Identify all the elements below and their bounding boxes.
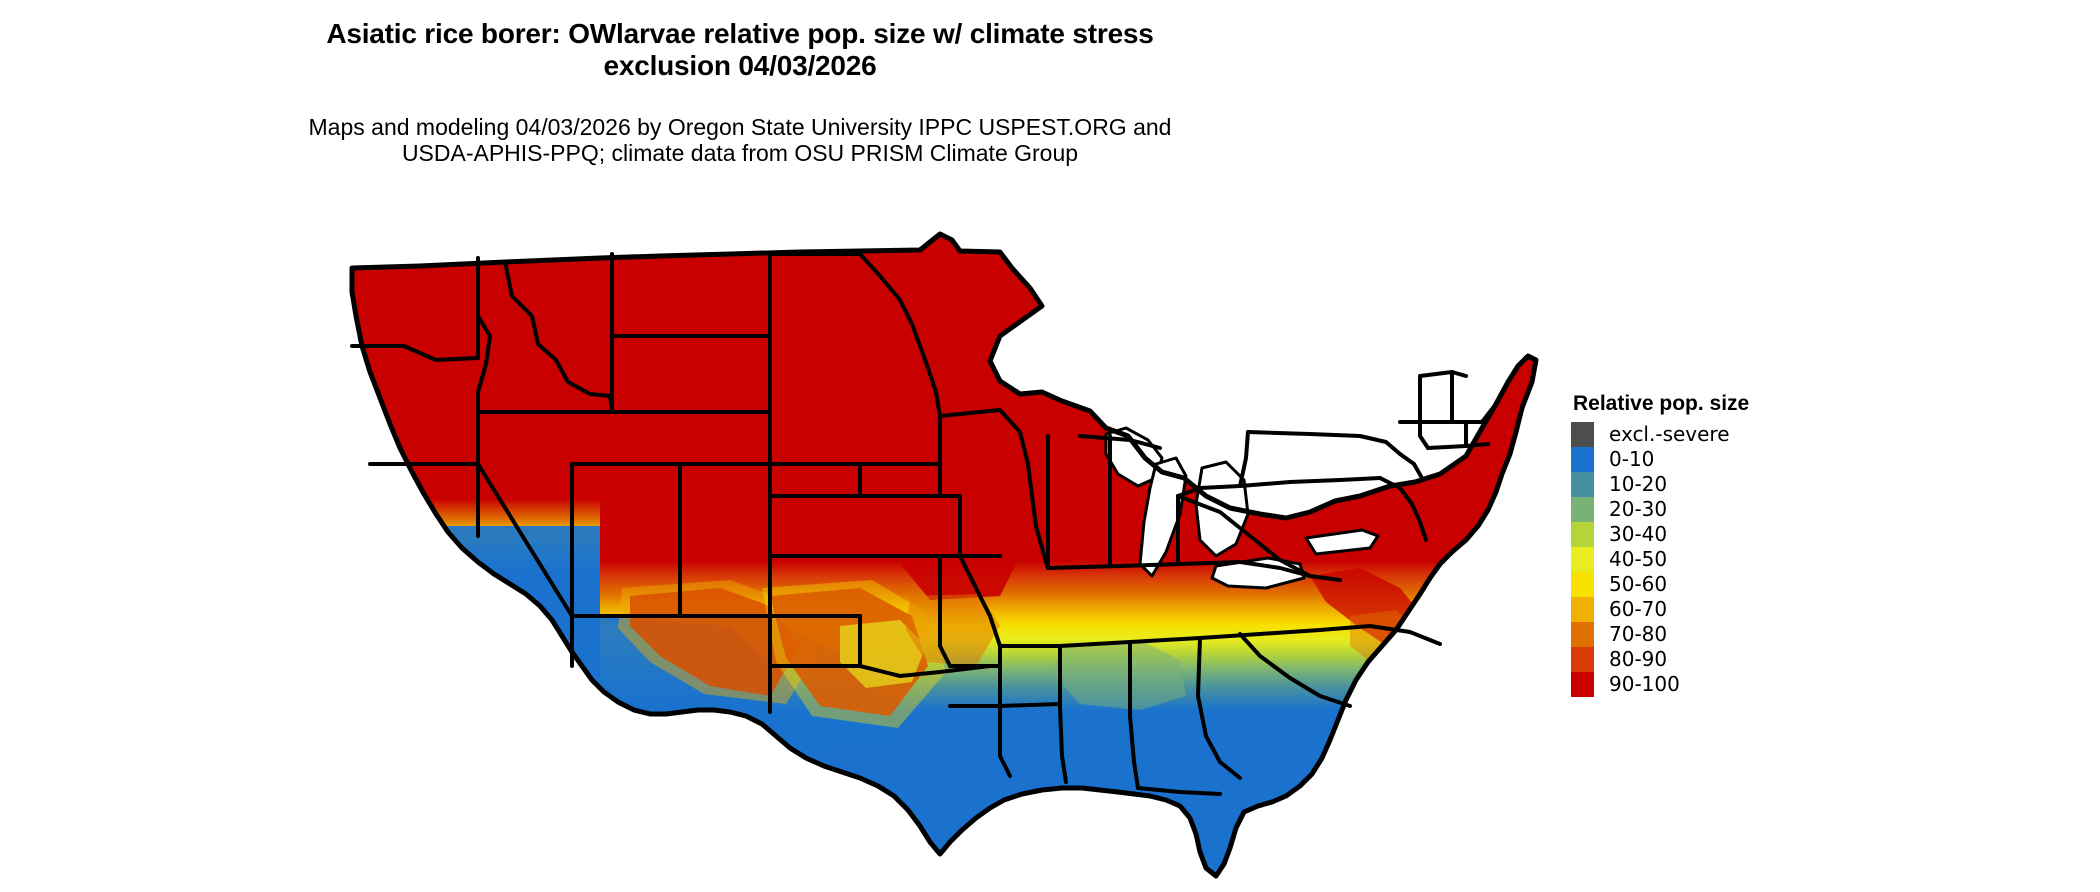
border-wv-va: [1176, 494, 1312, 578]
legend-label: 60-70: [1609, 597, 1668, 621]
border-wa-or: [350, 314, 480, 362]
border-pa-nj: [1398, 452, 1424, 480]
lake-erie: [1210, 556, 1306, 590]
raster-ozark-green: [1054, 640, 1186, 710]
border-nc-sc: [1238, 632, 1352, 708]
border-ms-al: [1058, 644, 1068, 784]
legend-row[interactable]: 0-10: [1571, 447, 1891, 472]
border-wi-il-mi: [938, 408, 1050, 570]
legend-label: 80-90: [1609, 647, 1668, 671]
border-ny-vt-ma: [1418, 374, 1430, 450]
legend-color-swatch: [1571, 497, 1594, 522]
title-line-2: exclusion 04/03/2026: [603, 49, 877, 81]
legend-label: 30-40: [1609, 522, 1668, 546]
legend-row[interactable]: 50-60: [1571, 572, 1891, 597]
legend-color-swatch: [1571, 597, 1594, 622]
legend-color-swatch: [1571, 422, 1594, 447]
legend-color-swatch: [1571, 622, 1594, 647]
border-la-ms: [998, 664, 1012, 778]
us-choropleth-map: [300, 196, 1560, 884]
legend-row[interactable]: 20-30: [1571, 497, 1891, 522]
subtitle-line-2: USDA-APHIS-PPQ; climate data from OSU PR…: [401, 139, 1079, 166]
border-id-mt: [503, 260, 614, 414]
map-canvas: [300, 196, 1560, 884]
legend-color-swatch: [1571, 647, 1594, 672]
legend-color-swatch: [1571, 672, 1594, 697]
legend-row[interactable]: excl.-severe: [1571, 422, 1891, 447]
border-ar-la-ms: [948, 702, 1062, 708]
border-ga-fl: [1136, 786, 1222, 796]
border-ga-sc: [1196, 636, 1242, 780]
page-title: Asiatic rice borer: OWlarvae relative po…: [0, 18, 1480, 81]
legend-color-swatch: [1571, 472, 1594, 497]
legend-label: excl.-severe: [1609, 422, 1730, 446]
border-mn-wi: [768, 252, 942, 418]
border-ky-va: [1238, 560, 1342, 582]
legend-color-swatch: [1571, 522, 1594, 547]
legend-label: 0-10: [1609, 447, 1655, 471]
border-md-de: [1378, 476, 1428, 542]
legend-items: excl.-severe 0-10 10-20 20-30 30-40 40-50 50-6…: [1571, 422, 1891, 697]
title-line-1: Asiatic rice borer: OWlarvae relative po…: [326, 18, 1154, 49]
legend-row[interactable]: 30-40: [1571, 522, 1891, 547]
legend-row[interactable]: 10-20: [1571, 472, 1891, 497]
legend-row[interactable]: 70-80: [1571, 622, 1891, 647]
legend-row[interactable]: 90-100: [1571, 672, 1891, 697]
legend-label: 90-100: [1609, 672, 1680, 696]
legend-row[interactable]: 40-50: [1571, 547, 1891, 572]
border-ny-pa: [1246, 430, 1402, 456]
legend-label: 40-50: [1609, 547, 1668, 571]
border-or-id: [476, 256, 492, 466]
legend-row[interactable]: 80-90: [1571, 647, 1891, 672]
legend-color-swatch: [1571, 447, 1594, 472]
border-ok-tx: [858, 614, 992, 678]
border-pa-wv-md: [1176, 476, 1382, 498]
legend-color-swatch: [1571, 547, 1594, 572]
page-subtitle: Maps and modeling 04/03/2026 by Oregon S…: [0, 114, 1480, 167]
great-lakes: [1104, 426, 1380, 590]
border-ar-ok: [938, 554, 952, 668]
border-il-in-ky: [1046, 560, 1242, 570]
border-nh-me: [1480, 402, 1498, 424]
legend-label: 70-80: [1609, 622, 1668, 646]
map-legend: Relative pop. size excl.-severe 0-10 10-20…: [1571, 392, 1891, 697]
state-boundaries: [350, 252, 1498, 796]
legend-label: 20-30: [1609, 497, 1668, 521]
border-tn-nc: [1258, 624, 1442, 646]
legend-label: 10-20: [1609, 472, 1668, 496]
legend-title: Relative pop. size: [1573, 392, 1750, 415]
legend-row[interactable]: 60-70: [1571, 597, 1891, 622]
legend-color-swatch: [1571, 572, 1594, 597]
border-mi-up: [1078, 434, 1162, 450]
border-mo-il: [958, 494, 1002, 648]
border-al-ga: [1128, 640, 1140, 790]
border-pa-oh: [1238, 430, 1250, 488]
legend-label: 50-60: [1609, 572, 1668, 596]
lake-ontario: [1304, 528, 1380, 556]
national-outline: [349, 231, 1539, 879]
subtitle-line-1: Maps and modeling 04/03/2026 by Oregon S…: [308, 114, 1172, 140]
